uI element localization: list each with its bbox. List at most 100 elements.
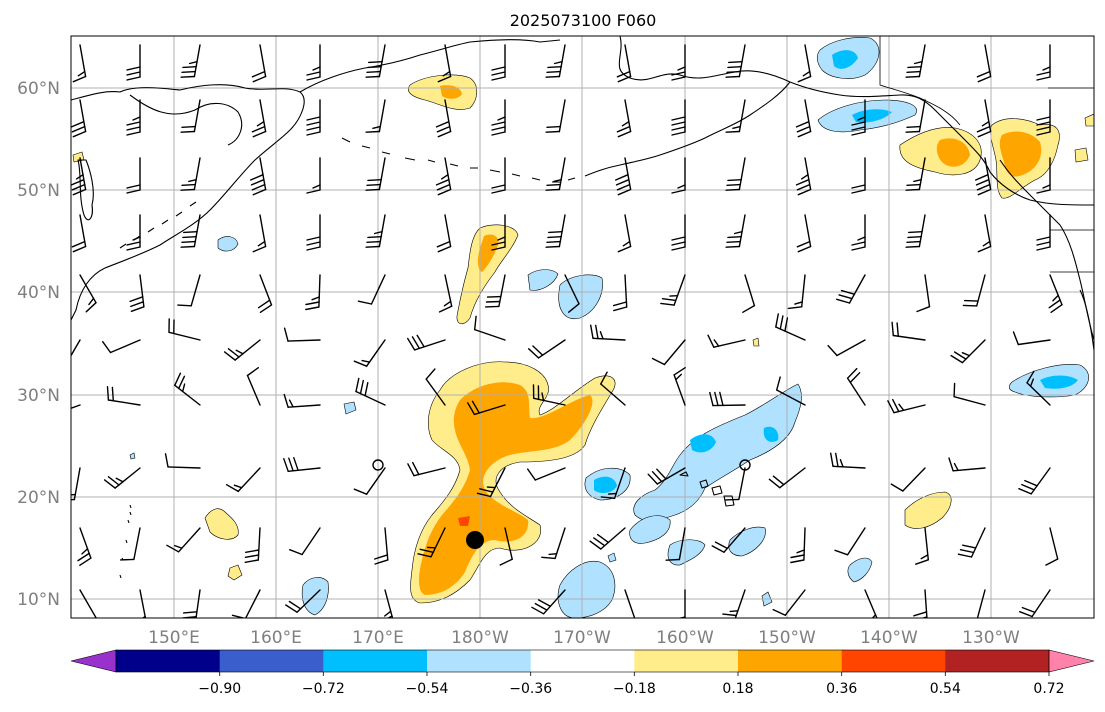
wind-barb bbox=[174, 372, 201, 406]
wind-barb bbox=[71, 404, 81, 410]
wind-barb bbox=[1036, 99, 1051, 136]
wind-barb bbox=[283, 457, 321, 472]
positive-anomaly-area bbox=[418, 382, 593, 595]
wind-barb bbox=[671, 99, 686, 136]
wind-barb bbox=[365, 44, 386, 78]
wind-barb bbox=[1048, 274, 1063, 313]
wind-barb bbox=[616, 99, 632, 138]
wind-barb bbox=[528, 339, 566, 359]
wind-barb bbox=[671, 214, 686, 251]
wind-barb bbox=[71, 157, 87, 196]
colorbar-label: 0.36 bbox=[826, 681, 857, 697]
negative-anomaly-area bbox=[1040, 375, 1078, 389]
wind-barb bbox=[126, 214, 141, 251]
wind-barb bbox=[491, 214, 506, 251]
wind-barb bbox=[957, 527, 986, 558]
wind-barb bbox=[1045, 527, 1059, 566]
wind-barb bbox=[790, 527, 806, 564]
colorbar-extend-min bbox=[70, 649, 117, 673]
wind-barb bbox=[671, 157, 686, 194]
wind-barb bbox=[435, 99, 452, 138]
wind-barb bbox=[905, 214, 926, 248]
wind-barb bbox=[139, 589, 147, 618]
wind-barb bbox=[1036, 44, 1051, 81]
wind-barb bbox=[975, 157, 992, 196]
colorbar-swatch bbox=[427, 650, 532, 672]
positive-anomaly-area bbox=[458, 516, 470, 526]
wind-barb bbox=[725, 44, 746, 78]
wind-barb bbox=[887, 398, 926, 414]
wind-barb bbox=[71, 339, 81, 357]
wind-barb bbox=[976, 44, 992, 83]
wind-barb bbox=[545, 214, 566, 248]
colorbar-label: −0.90 bbox=[198, 681, 241, 697]
negative-anomaly-area bbox=[852, 109, 892, 123]
wind-barb bbox=[357, 274, 386, 305]
wind-barb bbox=[532, 384, 566, 406]
wind-barb bbox=[244, 527, 261, 563]
negative-anomaly-area bbox=[557, 560, 616, 618]
negative-anomaly-area bbox=[607, 552, 617, 563]
coastline-marianas bbox=[119, 504, 132, 579]
colorbar-swatch bbox=[219, 650, 324, 672]
storm-center-marker bbox=[466, 531, 484, 549]
wind-barb bbox=[647, 467, 686, 485]
coastline-california bbox=[1079, 289, 1094, 351]
wind-barb bbox=[671, 44, 686, 81]
wind-barb bbox=[119, 527, 141, 561]
wind-barb bbox=[283, 393, 321, 408]
wind-barb bbox=[474, 315, 506, 341]
wind-barb bbox=[365, 157, 386, 191]
wind-barb bbox=[437, 44, 452, 83]
wind-barb bbox=[180, 157, 201, 191]
lon-label: 160°W bbox=[656, 628, 714, 648]
wind-barb bbox=[306, 99, 321, 136]
wind-barb bbox=[365, 214, 386, 248]
wind-barb bbox=[768, 467, 806, 489]
negative-anomaly-area bbox=[594, 476, 617, 494]
colorbar-label: −0.36 bbox=[509, 681, 552, 697]
border-canada-alaska bbox=[879, 36, 961, 126]
map-area bbox=[71, 36, 1094, 618]
coastline-siberia-kamchatka bbox=[71, 84, 305, 321]
lon-label: 150°E bbox=[148, 628, 200, 648]
wind-barb bbox=[71, 214, 87, 253]
wind-barb bbox=[180, 214, 201, 248]
wind-barb bbox=[166, 527, 201, 553]
border-us-canada bbox=[1048, 87, 1094, 273]
wind-barb bbox=[223, 339, 261, 361]
wind-barb bbox=[797, 44, 812, 83]
positive-anomaly-area bbox=[227, 564, 243, 581]
lon-label: 140°W bbox=[860, 628, 918, 648]
wind-barb bbox=[962, 274, 986, 307]
wind-barb bbox=[71, 467, 81, 501]
wind-barb bbox=[976, 99, 992, 138]
wind-barb bbox=[772, 589, 806, 616]
lat-label: 60°N bbox=[17, 79, 60, 99]
coastline-hawaii bbox=[679, 471, 735, 507]
wind-barb bbox=[1012, 331, 1051, 346]
wind-barb bbox=[564, 274, 580, 313]
colorbar-label: 0.54 bbox=[930, 681, 961, 697]
wind-barb bbox=[1036, 157, 1051, 194]
wind-barb bbox=[725, 157, 746, 191]
wind-barb bbox=[707, 334, 746, 348]
wind-barb bbox=[484, 274, 506, 308]
colorbar: −0.90 −0.72 −0.54 −0.36 −0.18 0.18 0.36 0.54 0.7… bbox=[70, 649, 1095, 697]
wind-barb bbox=[129, 274, 145, 312]
wind-barb bbox=[1036, 214, 1051, 251]
negative-anomaly-area bbox=[129, 452, 136, 460]
wind-barb bbox=[168, 318, 201, 341]
map-frame bbox=[70, 35, 1095, 619]
wind-barb bbox=[660, 274, 686, 306]
wind-barb bbox=[246, 367, 261, 406]
wind-barb bbox=[79, 274, 97, 313]
wind-barb bbox=[251, 99, 267, 138]
wind-barb bbox=[776, 376, 806, 406]
wind-barb bbox=[353, 339, 386, 367]
wind-barb bbox=[79, 589, 97, 618]
wind-barb bbox=[101, 339, 141, 354]
wind-barb bbox=[225, 467, 261, 493]
negative-anomaly-area bbox=[847, 557, 873, 583]
lon-label: 150°W bbox=[758, 628, 816, 648]
